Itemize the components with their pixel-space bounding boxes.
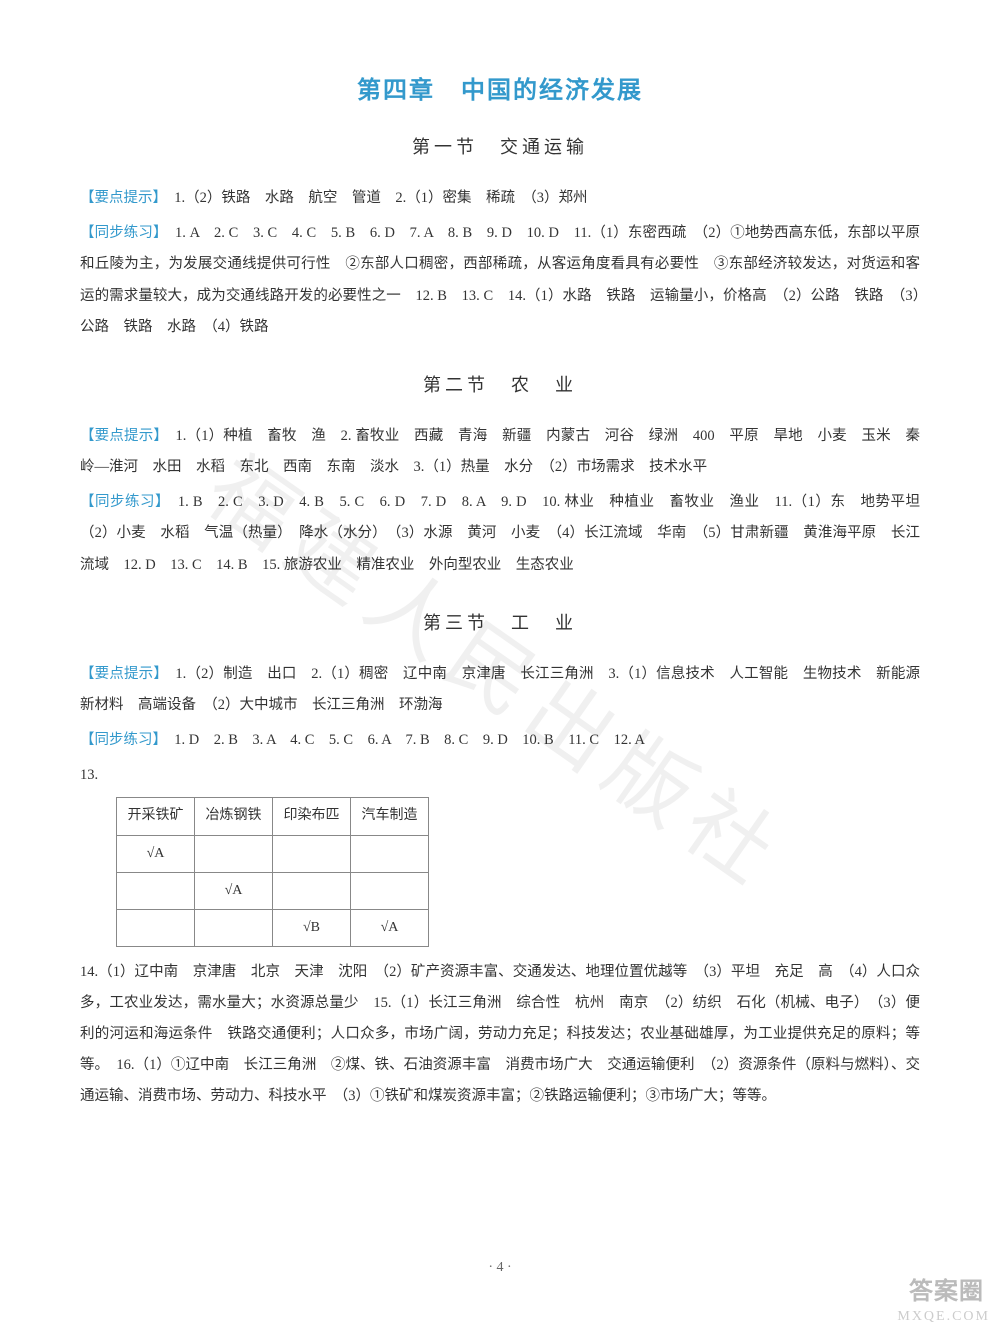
cell <box>117 872 195 909</box>
keypoints-text: 1.（2）制造 出口 2.（1）稠密 辽中南 京津唐 长江三角洲 3.（1）信息… <box>80 666 935 713</box>
s3-keypoints: 【要点提示】 1.（2）制造 出口 2.（1）稠密 辽中南 京津唐 长江三角洲 … <box>80 659 920 721</box>
s3-exercises: 【同步练习】 1. D 2. B 3. A 4. C 5. C 6. A 7. … <box>80 725 920 756</box>
s2-exercises: 【同步练习】 1. B 2. C 3. D 4. B 5. C 6. D 7. … <box>80 487 920 581</box>
cell <box>273 835 351 872</box>
exercises-text: 1. A 2. C 3. C 4. C 5. B 6. D 7. A 8. B … <box>80 225 920 335</box>
page-number: · 4 · <box>0 1260 1000 1276</box>
cell: √B <box>273 909 351 946</box>
s1-keypoints: 【要点提示】 1.（2）铁路 水路 航空 管道 2.（1）密集 稀疏 （3）郑州 <box>80 183 920 214</box>
cell <box>351 835 429 872</box>
cell <box>117 909 195 946</box>
th: 开采铁矿 <box>117 798 195 835</box>
cell <box>195 909 273 946</box>
cell: √A <box>351 909 429 946</box>
brand-name: 答案圈 <box>897 1277 990 1307</box>
section-1-title: 第一节 交通运输 <box>80 133 920 159</box>
th: 汽车制造 <box>351 798 429 835</box>
keypoints-label: 【要点提示】 <box>80 666 161 682</box>
question-13: 13. 开采铁矿 冶炼钢铁 印染布匹 汽车制造 √A √A <box>80 760 920 947</box>
table-row: √A <box>117 872 429 909</box>
table-row: √A <box>117 835 429 872</box>
s2-keypoints: 【要点提示】 1.（1）种植 畜牧 渔 2. 畜牧业 西藏 青海 新疆 内蒙古 … <box>80 421 920 483</box>
table-row: √B √A <box>117 909 429 946</box>
s1-exercises: 【同步练习】 1. A 2. C 3. C 4. C 5. B 6. D 7. … <box>80 218 920 343</box>
page-content: 第四章 中国的经济发展 第一节 交通运输 【要点提示】 1.（2）铁路 水路 航… <box>80 70 920 1113</box>
exercises-label: 【同步练习】 <box>80 225 160 241</box>
section-3-title: 第三节 工 业 <box>80 609 920 635</box>
after-table-text: 14.（1）辽中南 京津唐 北京 天津 沈阳 （2）矿产资源丰富、交通发达、地理… <box>80 964 920 1105</box>
brand-url: MXQE.COM <box>897 1309 990 1324</box>
q13-label: 13. <box>80 767 98 783</box>
table-row: 开采铁矿 冶炼钢铁 印染布匹 汽车制造 <box>117 798 429 835</box>
exercises-text: 1. B 2. C 3. D 4. B 5. C 6. D 7. D 8. A … <box>80 494 935 572</box>
cell <box>273 872 351 909</box>
keypoints-text: 1.（1）种植 畜牧 渔 2. 畜牧业 西藏 青海 新疆 内蒙古 河谷 绿洲 4… <box>80 428 920 475</box>
keypoints-text: 1.（2）铁路 水路 航空 管道 2.（1）密集 稀疏 （3）郑州 <box>160 190 588 206</box>
cell <box>351 872 429 909</box>
chapter-title: 第四章 中国的经济发展 <box>80 70 920 105</box>
th: 冶炼钢铁 <box>195 798 273 835</box>
exercises-label: 【同步练习】 <box>80 494 163 510</box>
exercises-text: 1. D 2. B 3. A 4. C 5. C 6. A 7. B 8. C … <box>160 732 645 748</box>
cell: √A <box>195 872 273 909</box>
s3-after-table: 14.（1）辽中南 京津唐 北京 天津 沈阳 （2）矿产资源丰富、交通发达、地理… <box>80 957 920 1113</box>
section-2-title: 第二节 农 业 <box>80 371 920 397</box>
q13-table: 开采铁矿 冶炼钢铁 印染布匹 汽车制造 √A √A √B √ <box>116 797 429 946</box>
cell <box>195 835 273 872</box>
th: 印染布匹 <box>273 798 351 835</box>
exercises-label: 【同步练习】 <box>80 732 160 748</box>
keypoints-label: 【要点提示】 <box>80 190 160 206</box>
footer-brand: 答案圈 MXQE.COM <box>897 1277 990 1324</box>
keypoints-label: 【要点提示】 <box>80 428 161 444</box>
cell: √A <box>117 835 195 872</box>
